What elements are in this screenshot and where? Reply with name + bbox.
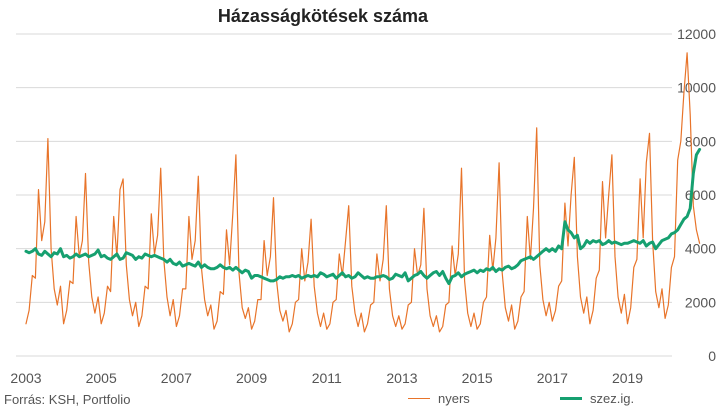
x-axis: 2003 2005 2007 2009 2011 2013 2015 2017 2019	[10, 370, 643, 386]
series-line-nyers	[25, 52, 701, 333]
y-tick-label: 0	[708, 348, 716, 364]
x-tick-label: 2015	[462, 370, 493, 386]
y-tick-label: 2000	[685, 294, 716, 310]
series-line-szez-ig	[24, 147, 702, 286]
legend-item-nyers: nyers	[408, 391, 470, 406]
y-tick-label: 12000	[677, 26, 716, 42]
x-tick-label: 2003	[10, 370, 41, 386]
y-tick-label: 8000	[685, 133, 716, 149]
y-tick-label: 10000	[677, 80, 716, 96]
source-note: Forrás: KSH, Portfolio	[4, 392, 131, 407]
x-tick-label: 2017	[537, 370, 568, 386]
x-tick-label: 2013	[386, 370, 417, 386]
legend-label-nyers: nyers	[438, 391, 470, 406]
x-tick-label: 2009	[236, 370, 267, 386]
legend-label-szez-ig: szez.ig.	[590, 391, 635, 406]
x-tick-label: 2007	[161, 370, 192, 386]
legend-item-szez-ig: szez.ig.	[560, 391, 634, 406]
legend-swatch-szez-ig	[560, 397, 582, 400]
x-tick-label: 2005	[86, 370, 117, 386]
legend-swatch-nyers	[408, 398, 430, 399]
chart-title: Házasságkötések száma	[218, 6, 429, 26]
gridlines	[16, 33, 672, 357]
x-tick-label: 2011	[312, 370, 342, 386]
y-tick-label: 4000	[685, 241, 716, 257]
plot-area	[24, 52, 702, 333]
x-tick-label: 2019	[612, 370, 643, 386]
